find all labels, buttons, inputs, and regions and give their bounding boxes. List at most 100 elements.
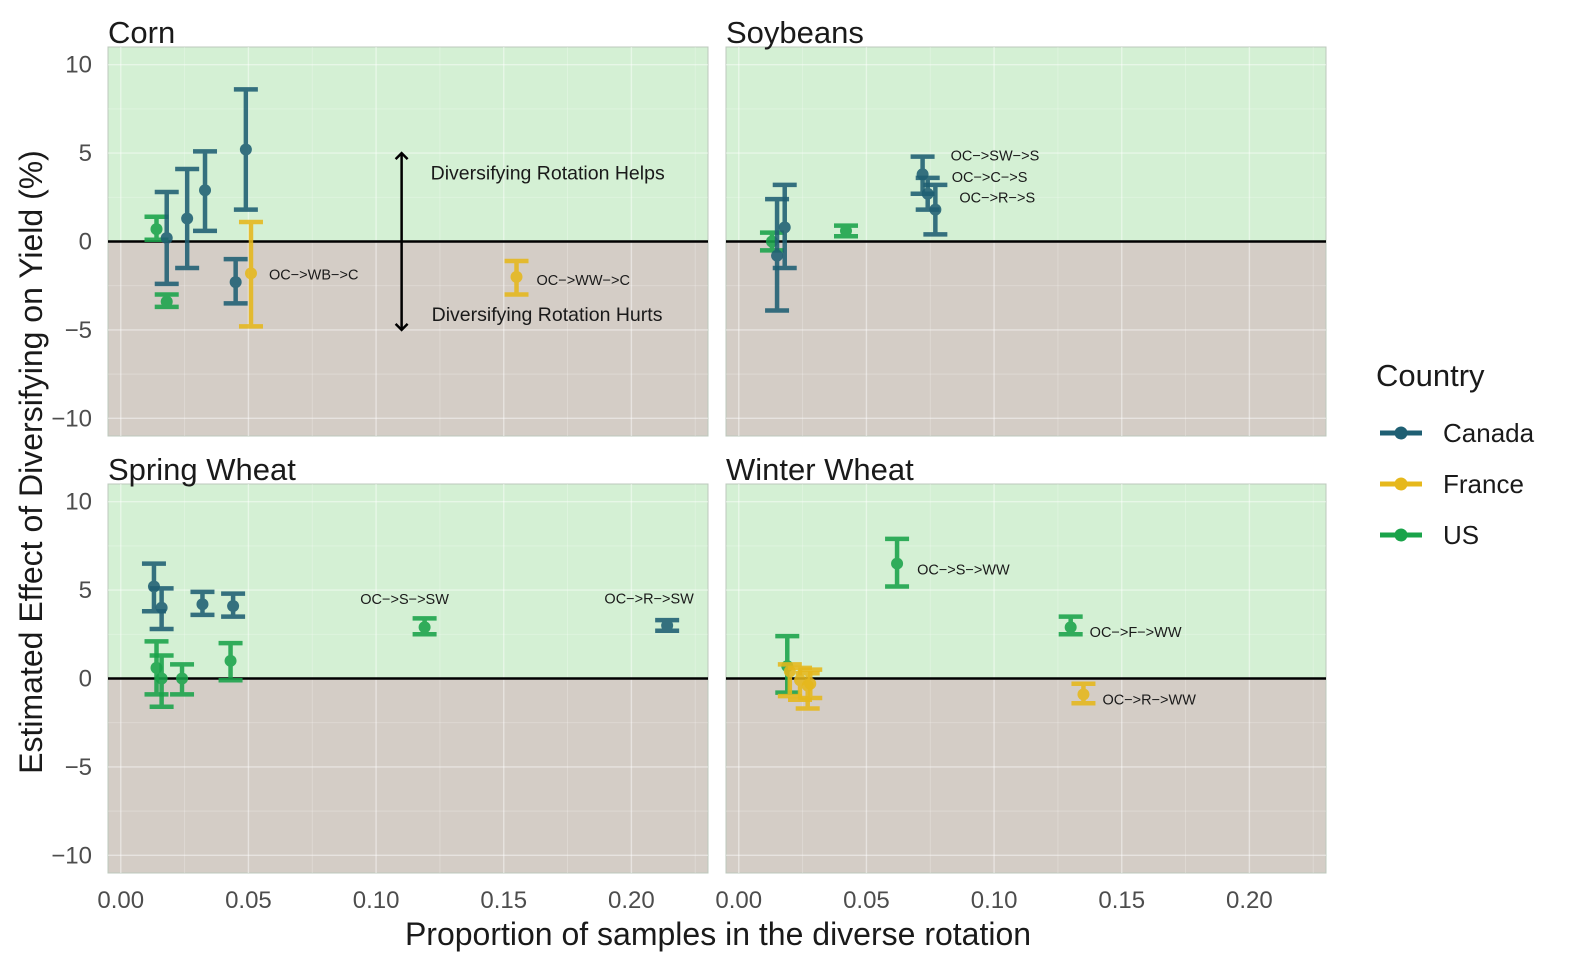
data-point-canada [154,189,179,287]
y-tick-label: −10 [51,842,92,869]
y-tick-label: 10 [65,489,92,516]
y-tick-label: −10 [51,405,92,432]
legend-entry-france: France [1380,469,1524,499]
x-tick-label: 0.00 [715,887,762,914]
annotation-hurts: Diversifying Rotation Hurts [432,304,663,326]
point-marker [160,295,173,308]
legend-key-dot [1394,477,1408,491]
data-point-canada [221,591,246,619]
point-marker [661,619,674,632]
point-label: OC−>S−>WW [917,563,1010,579]
y-tick-label: 0 [79,229,92,256]
helps-region [726,484,1326,679]
helps-region [108,47,708,242]
point-marker [155,601,168,614]
y-tick-label: −5 [65,754,92,781]
point-marker [244,267,257,280]
panel-winter-wheat: Winter Wheat 0.00 0.05 0.10 0.15 0.20 OC−>S−>W… [715,452,1327,914]
data-point-canada [149,586,174,632]
x-tick-label: 0.20 [1226,887,1273,914]
y-tick-label: 5 [79,140,92,167]
point-marker [227,600,240,613]
data-point-canada [175,166,200,271]
data-point-france [504,258,529,297]
legend-key-dot [1394,528,1408,542]
x-tick-label: 0.20 [608,887,655,914]
point-marker [1077,688,1090,701]
legend-entry-us: US [1380,520,1479,550]
legend-entries: Canada France US [1380,418,1535,550]
point-label: OC−>F−>WW [1090,625,1182,641]
point-marker [196,598,209,611]
data-point-canada [923,182,948,237]
x-axis-title: Proportion of samples in the diverse rot… [405,916,1031,952]
point-marker [418,621,431,634]
data-point-france [798,667,823,701]
y-tick-label: −5 [65,317,92,344]
x-tick-label: 0.10 [971,887,1018,914]
data-point-canada [765,196,790,313]
hurts-region [726,241,1326,436]
data-point-canada [772,182,797,271]
hurts-region [108,678,708,873]
data-point-us [1058,614,1083,637]
point-marker [229,276,242,289]
legend-label: Canada [1443,418,1535,448]
legend-entry-canada: Canada [1380,418,1535,448]
point-marker [176,672,189,685]
panel-corn: Corn −10 −5 0 5 10 Diversifying Rotation Helps… [51,15,709,437]
data-point-france [238,219,263,329]
data-point-us [218,640,243,683]
x-tick-label: 0.15 [480,887,527,914]
x-tick-label: 0.00 [97,887,144,914]
data-point-canada [233,87,258,212]
panel-title: Spring Wheat [108,452,296,487]
annotation-helps: Diversifying Rotation Helps [431,163,665,185]
y-tick-label: 10 [65,52,92,79]
x-tick-label: 0.05 [843,887,890,914]
data-point-us [759,230,784,253]
point-label: OC−>SW−>S [951,148,1040,164]
x-tick-label: 0.10 [353,887,400,914]
point-marker [160,231,173,244]
point-marker [199,184,212,197]
point-marker [224,654,237,667]
y-tick-label: 0 [79,666,92,693]
data-point-us [412,616,437,637]
point-label: OC−>S−>SW [360,592,449,608]
data-point-us [154,292,179,310]
data-point-us [834,223,858,239]
y-axis-title: Estimated Effect of Diversifying on Yiel… [13,150,49,774]
point-marker [771,249,784,262]
point-label: OC−>C−>S [952,170,1028,186]
point-label: OC−>WW−>C [537,273,630,289]
point-marker [778,221,791,234]
legend-label: France [1443,469,1524,499]
point-label: OC−>R−>S [959,191,1035,207]
legend-title: Country [1376,358,1485,393]
point-marker [929,203,942,216]
hurts-region [108,241,708,436]
legend-label: US [1443,520,1479,550]
panels-layer: Corn −10 −5 0 5 10 Diversifying Rotation Helps… [51,15,1327,914]
data-point-france [1071,681,1096,706]
helps-region [726,47,1326,242]
data-point-canada [190,589,215,618]
data-point-canada [193,149,218,234]
legend-key-dot [1394,426,1408,440]
panel-title: Winter Wheat [726,452,914,487]
x-tick-label: 0.05 [225,887,272,914]
helps-region [108,484,708,679]
point-marker [510,270,523,283]
panel-title: Soybeans [726,15,864,50]
point-marker [840,224,852,237]
point-marker [804,677,817,690]
point-marker [921,187,934,200]
panel-title: Corn [108,15,175,50]
data-point-us [149,653,174,710]
data-point-canada [223,256,248,306]
panel-spring-wheat: Spring Wheat −10 −5 0 5 10 0.00 0.05 0.10 0.15 0.2… [51,452,709,914]
x-tick-label: 0.15 [1098,887,1145,914]
